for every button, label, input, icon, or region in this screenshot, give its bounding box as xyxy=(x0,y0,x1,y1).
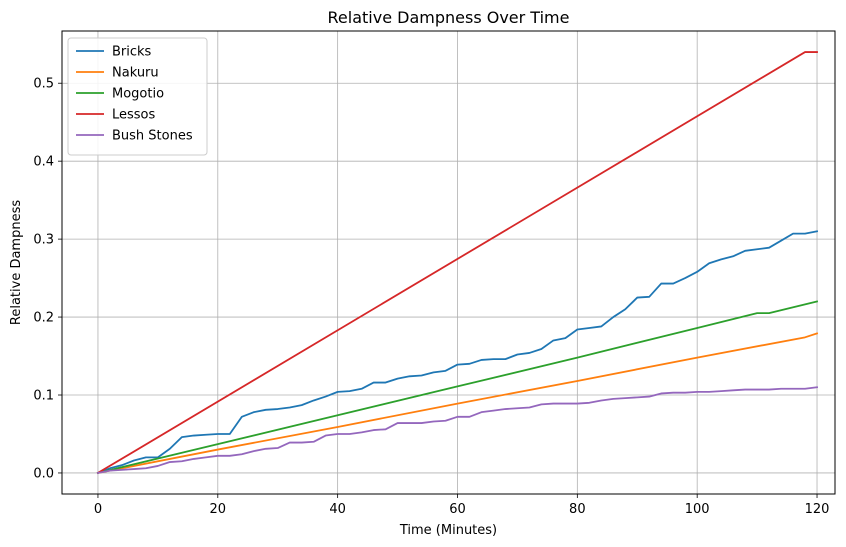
legend-label-lessos: Lessos xyxy=(112,108,156,123)
y-tick-label: 0.3 xyxy=(33,233,54,248)
x-axis-title: Time (Minutes) xyxy=(399,523,497,538)
series-line-bush-stones xyxy=(96,386,819,475)
series-line-mogotio xyxy=(96,300,819,475)
x-tick-label: 20 xyxy=(210,502,227,517)
series-line-lessos xyxy=(96,51,818,475)
x-tick-label: 80 xyxy=(569,502,586,517)
y-tick-label: 0.4 xyxy=(33,155,54,170)
series-line-bricks xyxy=(96,230,819,475)
y-axis-title: Relative Dampness xyxy=(9,200,24,325)
chart-title: Relative Dampness Over Time xyxy=(328,8,570,27)
legend: Bricks Nakuru Mogotio Lessos Bush Stones xyxy=(67,37,208,156)
y-tick-label: 0.5 xyxy=(33,77,54,92)
x-tick-label: 120 xyxy=(805,502,830,517)
grid-lines xyxy=(62,31,835,494)
axis-ticks: 0 20 40 60 80 100 120 0.0 0.1 0.2 0.3 0.4 0.5 xyxy=(33,77,829,517)
plot-frame xyxy=(61,30,836,495)
x-tick-label: 40 xyxy=(329,502,346,517)
x-tick-label: 100 xyxy=(685,502,710,517)
x-tick-label: 60 xyxy=(449,502,466,517)
legend-label-nakuru: Nakuru xyxy=(112,66,159,81)
legend-label-mogotio: Mogotio xyxy=(112,87,164,102)
series-line-nakuru xyxy=(96,332,819,475)
legend-label-bush-stones: Bush Stones xyxy=(112,129,193,144)
legend-label-bricks: Bricks xyxy=(112,45,152,60)
y-tick-label: 0.0 xyxy=(33,466,54,481)
legend-box xyxy=(67,37,208,156)
data-lines xyxy=(96,51,819,475)
x-tick-label: 0 xyxy=(94,502,102,517)
y-tick-label: 0.1 xyxy=(33,389,54,404)
y-tick-label: 0.2 xyxy=(33,311,54,326)
